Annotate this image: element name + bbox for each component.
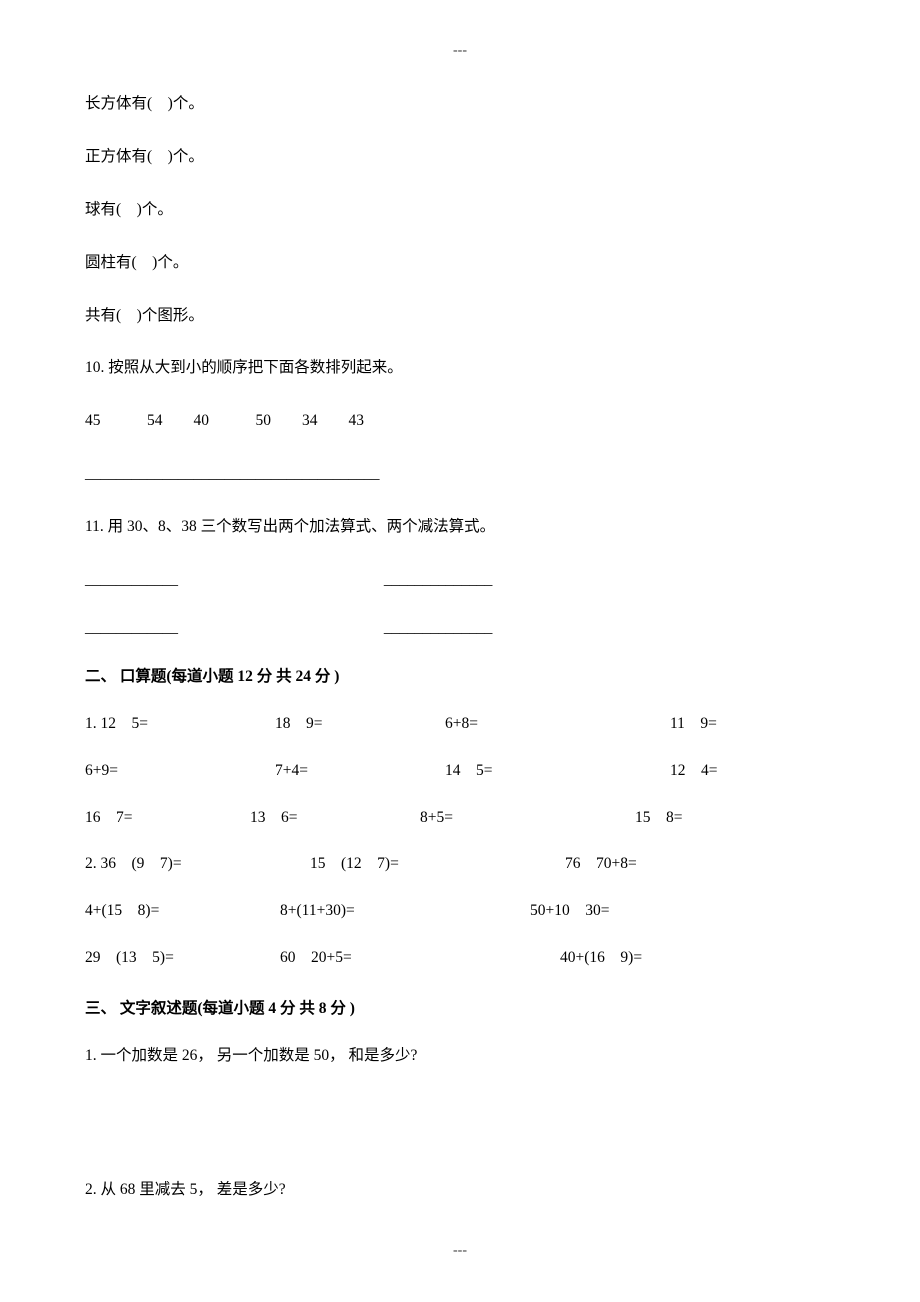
calc-row-2: 6+9= 7+4= 14 5= 12 4=: [85, 759, 835, 784]
footer-marker: ---: [0, 1240, 920, 1262]
calc-1c: 6+8=: [445, 712, 670, 737]
calc-row-4: 2. 36 (9 7)= 15 (12 7)= 76 70+8=: [85, 852, 835, 877]
calc-2b: 7+4=: [275, 759, 445, 784]
calc-1d: 11 9=: [670, 712, 835, 737]
shape-cuboid-line: 长方体有( )个。: [85, 92, 835, 117]
word-problem-1: 1. 一个加数是 26， 另一个加数是 50， 和是多少?: [85, 1044, 835, 1069]
q11-prompt: 11. 用 30、8、38 三个数写出两个加法算式、两个减法算式。: [85, 515, 835, 540]
calc-4a: 2. 36 (9 7)=: [85, 852, 310, 877]
q11-blanks-row1: ____________ ______________: [85, 568, 835, 593]
header-marker: ---: [85, 40, 835, 62]
section3-title: 三、 文字叙述题(每道小题 4 分 共 8 分 ): [85, 997, 835, 1022]
calc-5c: 50+10 30=: [530, 899, 835, 924]
q10-numbers: 45 54 40 50 34 43: [85, 409, 835, 434]
calc-row-1: 1. 12 5= 18 9= 6+8= 11 9=: [85, 712, 835, 737]
calc-6a: 29 (13 5)=: [85, 946, 280, 971]
calc-3a: 16 7=: [85, 806, 250, 831]
calc-3c: 8+5=: [420, 806, 635, 831]
calc-2c: 14 5=: [445, 759, 670, 784]
q11-blank-2: ______________: [384, 568, 493, 593]
calc-2d: 12 4=: [670, 759, 835, 784]
calc-row-3: 16 7= 13 6= 8+5= 15 8=: [85, 806, 835, 831]
q11-blank-1: ____________: [85, 568, 380, 593]
calc-2a: 6+9=: [85, 759, 275, 784]
calc-4c: 76 70+8=: [565, 852, 835, 877]
calc-4b: 15 (12 7)=: [310, 852, 565, 877]
calc-row-5: 4+(15 8)= 8+(11+30)= 50+10 30=: [85, 899, 835, 924]
calc-6b: 60 20+5=: [280, 946, 560, 971]
calc-1a: 1. 12 5=: [85, 712, 275, 737]
q11-blanks-row2: ____________ ______________: [85, 616, 835, 641]
calc-6c: 40+(16 9)=: [560, 946, 835, 971]
shape-sphere-line: 球有( )个。: [85, 198, 835, 223]
shape-cube-line: 正方体有( )个。: [85, 145, 835, 170]
calc-row-6: 29 (13 5)= 60 20+5= 40+(16 9)=: [85, 946, 835, 971]
calc-1b: 18 9=: [275, 712, 445, 737]
calc-5b: 8+(11+30)=: [280, 899, 530, 924]
shape-total-line: 共有( )个图形。: [85, 304, 835, 329]
q10-answer-blank: ______________________________________: [85, 462, 835, 487]
q10-prompt: 10. 按照从大到小的顺序把下面各数排列起来。: [85, 356, 835, 381]
calc-3b: 13 6=: [250, 806, 420, 831]
shape-cylinder-line: 圆柱有( )个。: [85, 251, 835, 276]
section2-title: 二、 口算题(每道小题 12 分 共 24 分 ): [85, 665, 835, 690]
calc-3d: 15 8=: [635, 806, 835, 831]
calc-5a: 4+(15 8)=: [85, 899, 280, 924]
q11-blank-3: ____________: [85, 616, 380, 641]
q11-blank-4: ______________: [384, 616, 493, 641]
word-problem-2: 2. 从 68 里减去 5， 差是多少?: [85, 1178, 835, 1203]
